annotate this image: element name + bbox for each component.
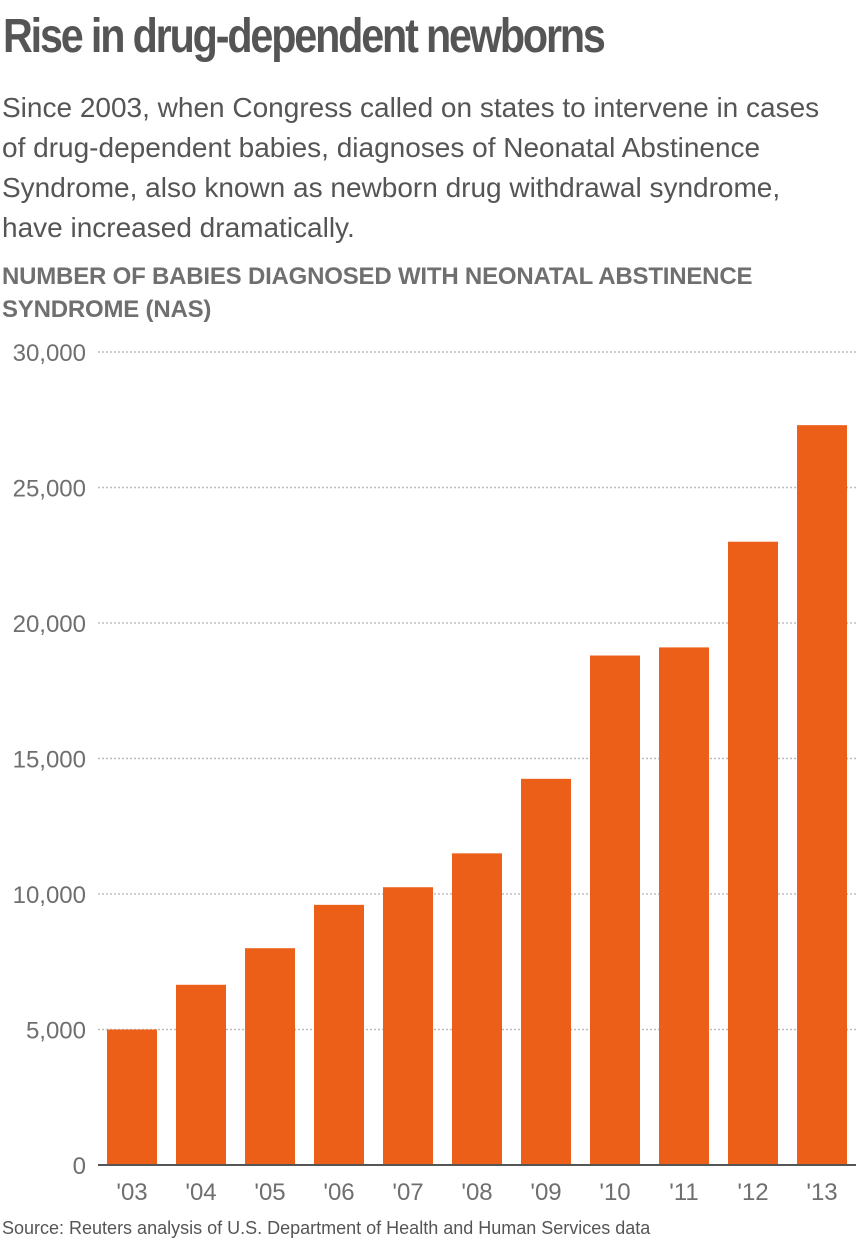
bar [797, 425, 847, 1165]
y-tick-label: 5,000 [26, 1018, 86, 1045]
x-tick-label: '06 [323, 1179, 354, 1206]
bar [107, 1029, 157, 1165]
bar [659, 647, 709, 1165]
x-tick-label: '07 [392, 1179, 423, 1206]
source-note: Source: Reuters analysis of U.S. Departm… [2, 1218, 651, 1238]
chart-title: Rise in drug-dependent newborns [3, 10, 606, 63]
bar [383, 887, 433, 1165]
x-tick-label: '10 [599, 1179, 630, 1206]
y-axis-heading: NUMBER OF BABIES DIAGNOSED WITH NEONATAL… [2, 263, 753, 323]
bar [521, 778, 571, 1165]
bar [314, 904, 364, 1165]
x-tick-label: '03 [116, 1179, 147, 1206]
y-tick-label: 30,000 [13, 340, 86, 367]
y-tick-label: 0 [73, 1153, 86, 1180]
y-tick-label: 15,000 [13, 747, 86, 774]
y-axis-ticks: 0 5,000 10,000 15,000 20,000 25,000 30,000 [13, 340, 86, 1180]
x-tick-label: '12 [737, 1179, 768, 1206]
bar [452, 853, 502, 1165]
x-tick-label: '04 [185, 1179, 216, 1206]
y-tick-label: 20,000 [13, 611, 86, 638]
x-tick-label: '11 [669, 1179, 699, 1206]
x-tick-label: '05 [254, 1179, 285, 1206]
bar-chart: 0 5,000 10,000 15,000 20,000 25,000 30,000 '03… [13, 340, 856, 1206]
y-tick-label: 25,000 [13, 476, 86, 503]
bar [590, 655, 640, 1165]
x-tick-label: '09 [530, 1179, 561, 1206]
bars [107, 425, 847, 1165]
x-tick-label: '08 [461, 1179, 492, 1206]
x-tick-label: '13 [806, 1179, 837, 1206]
bar [245, 948, 295, 1165]
bar [176, 984, 226, 1165]
bar [728, 541, 778, 1165]
y-tick-label: 10,000 [13, 882, 86, 909]
x-axis-ticks: '03 '04 '05 '06 '07 '08 '09 '10 '11 '12 '13 [116, 1179, 837, 1206]
chart-subtitle: Since 2003, when Congress called on stat… [2, 92, 820, 243]
